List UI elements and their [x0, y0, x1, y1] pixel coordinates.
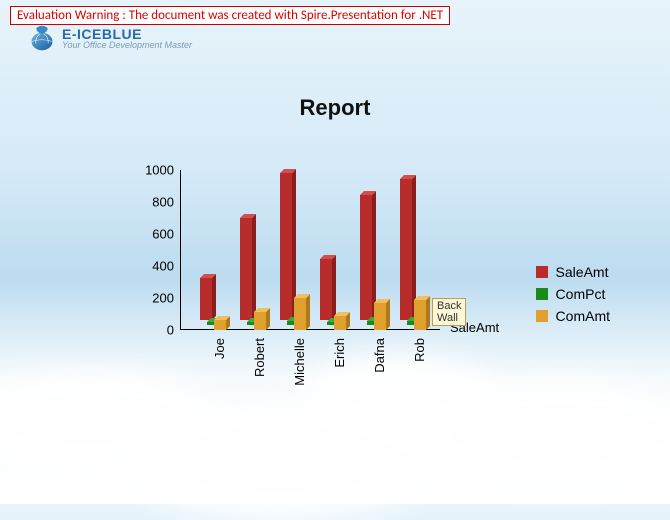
- legend-item: SaleAmt: [536, 264, 610, 280]
- x-tick-label: Erich: [332, 338, 347, 368]
- logo: E-ICEBLUE Your Office Development Master: [28, 24, 192, 52]
- y-tick-label: 800: [152, 195, 174, 210]
- y-tick-label: 400: [152, 259, 174, 274]
- evaluation-warning: Evaluation Warning : The document was cr…: [10, 6, 450, 25]
- legend-swatch: [536, 288, 548, 300]
- x-tick-label: Joe: [212, 338, 227, 359]
- x-tick-label: Robert: [252, 338, 267, 377]
- legend-swatch: [536, 266, 548, 278]
- legend: SaleAmt ComPct ComAmt: [536, 258, 610, 330]
- legend-label: ComAmt: [556, 308, 610, 324]
- globe-icon: [28, 24, 56, 52]
- logo-subtitle: Your Office Development Master: [62, 40, 192, 50]
- back-wall-tooltip: Back Wall: [432, 298, 466, 326]
- y-tick-label: 600: [152, 227, 174, 242]
- legend-label: ComPct: [556, 286, 606, 302]
- legend-label: SaleAmt: [556, 264, 609, 280]
- y-tick-label: 0: [167, 323, 174, 338]
- chart-title: Report: [0, 95, 670, 121]
- legend-item: ComAmt: [536, 308, 610, 324]
- legend-item: ComPct: [536, 286, 610, 302]
- bar-chart-3d: 02004006008001000 JoeRobertMichelleErich…: [130, 170, 470, 400]
- x-tick-label: Rob: [412, 338, 427, 362]
- y-tick-label: 200: [152, 291, 174, 306]
- legend-swatch: [536, 310, 548, 322]
- y-tick-label: 1000: [145, 163, 174, 178]
- plot-area: 02004006008001000 JoeRobertMichelleErich…: [180, 170, 440, 330]
- x-tick-label: Michelle: [292, 338, 307, 386]
- x-tick-label: Dafna: [372, 338, 387, 373]
